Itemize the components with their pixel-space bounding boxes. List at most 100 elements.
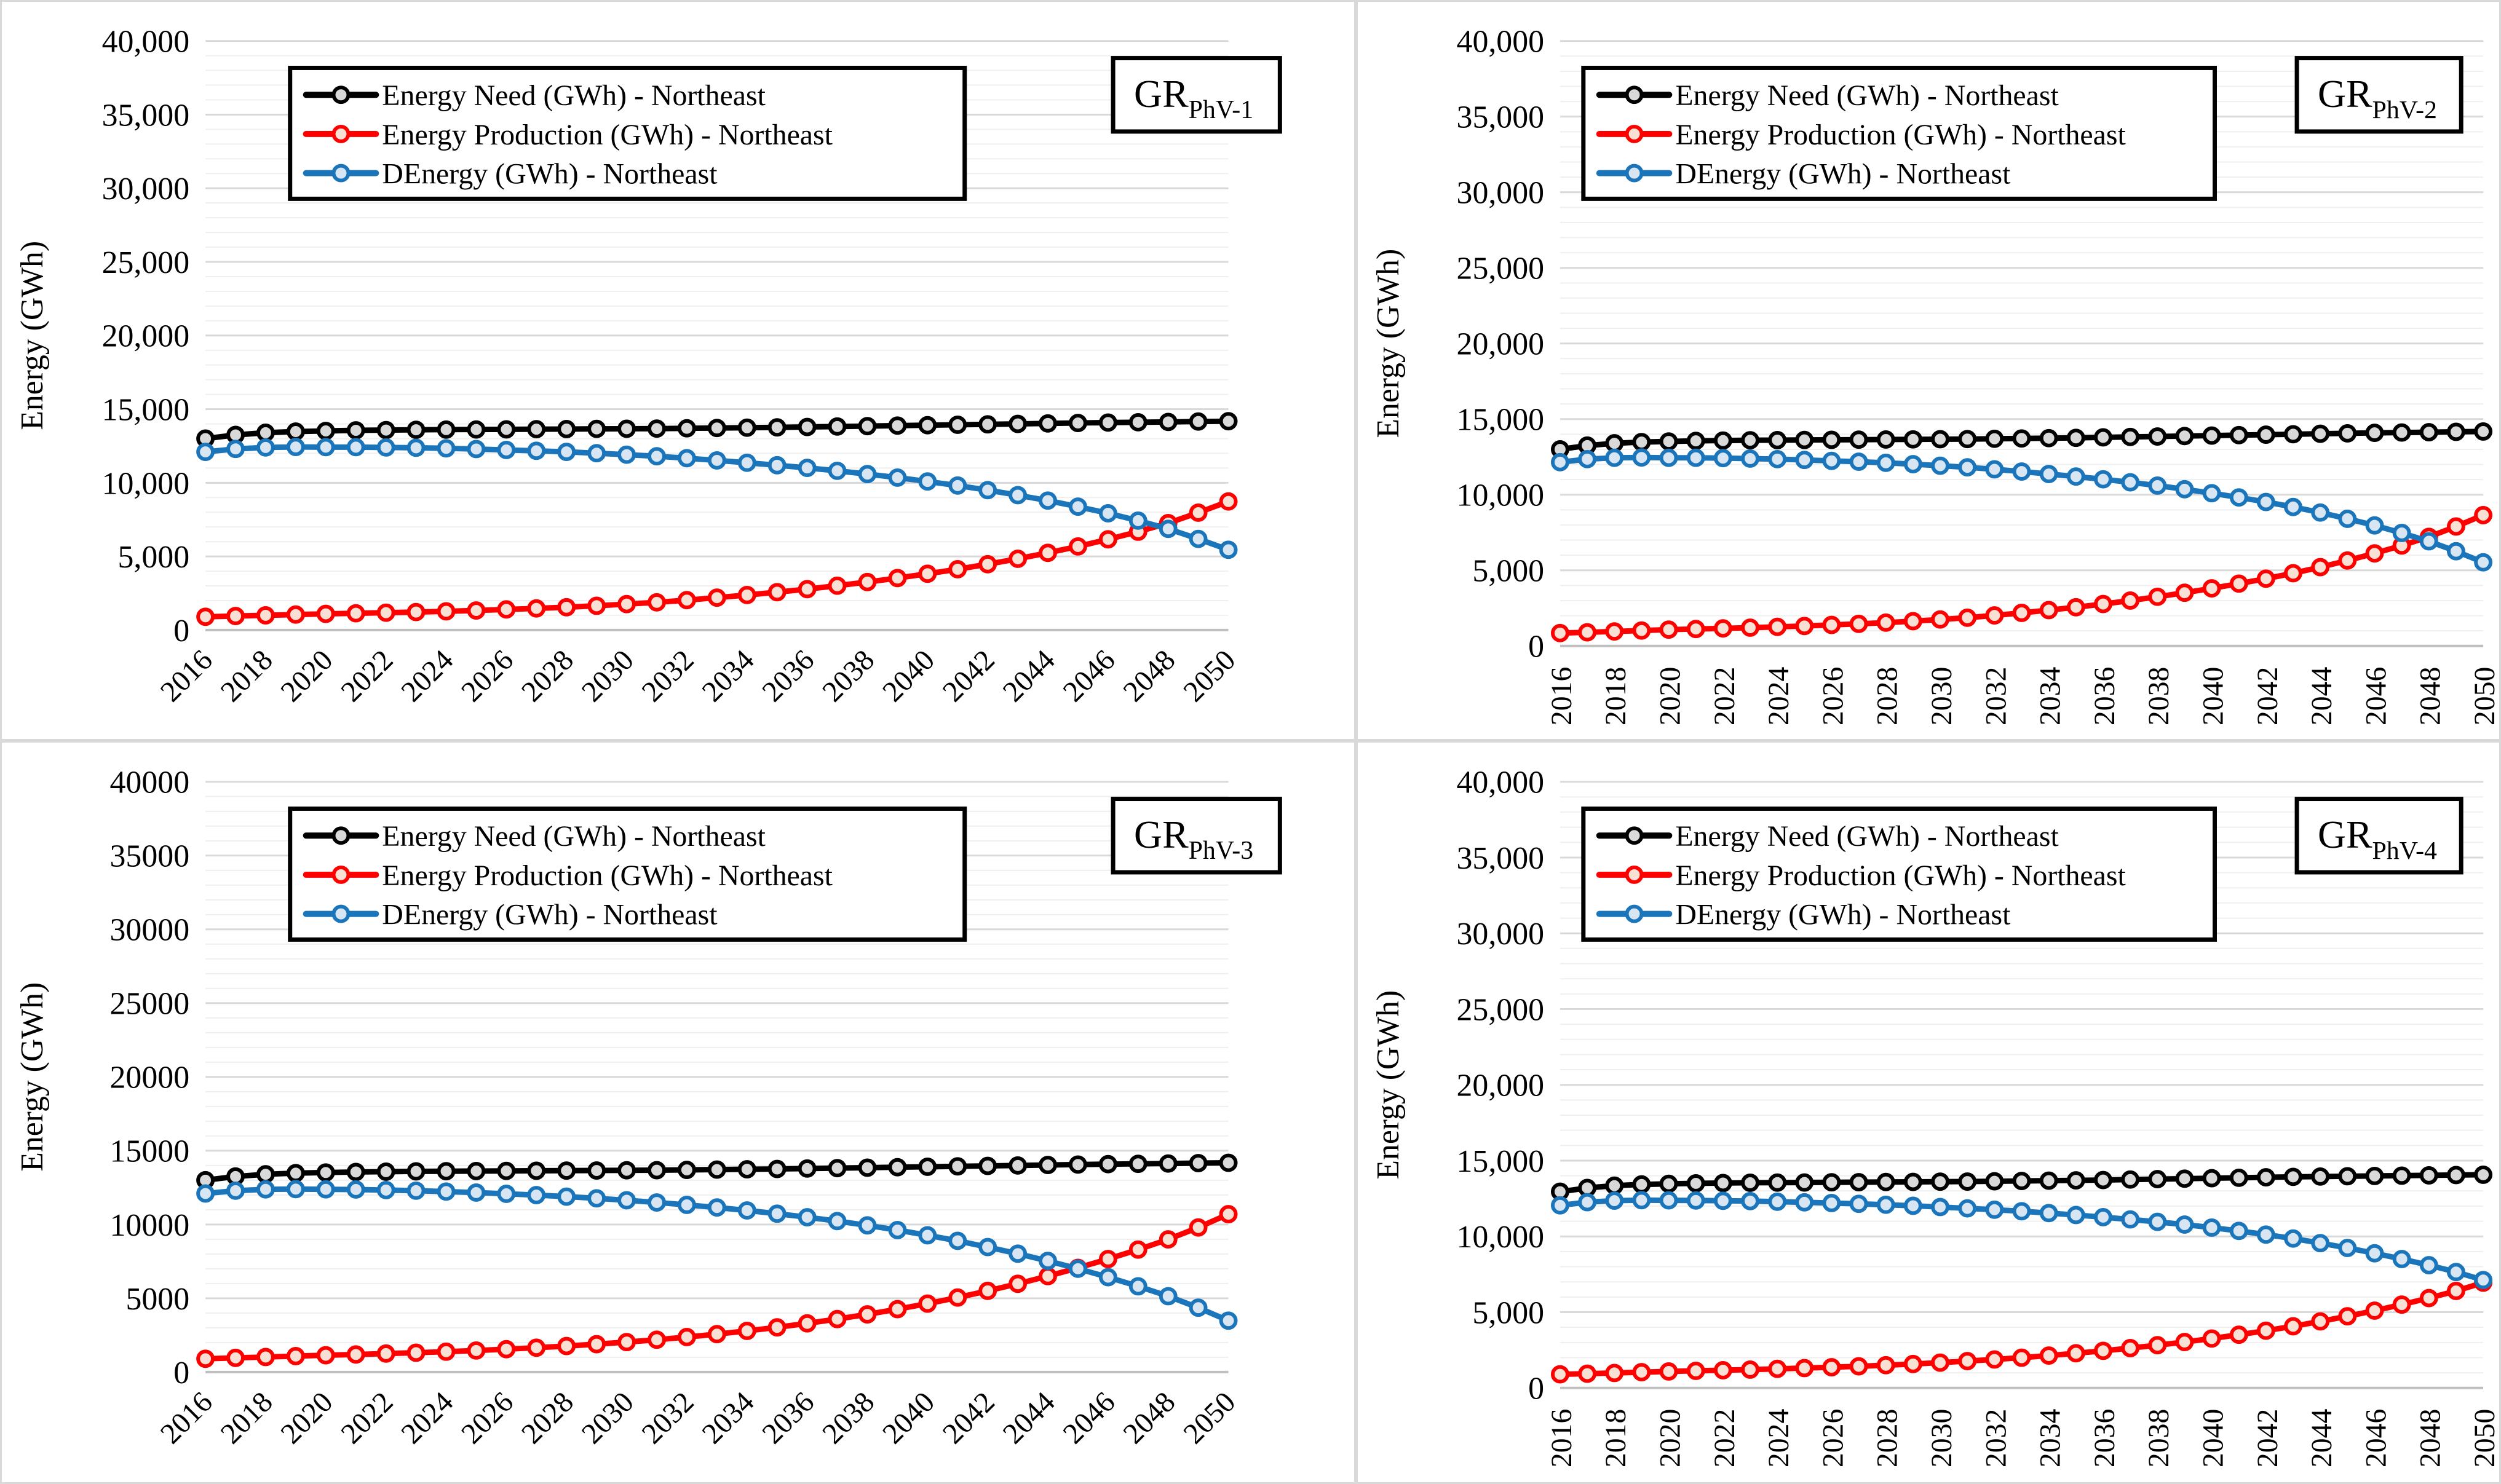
marker-denergy bbox=[617, 445, 636, 464]
marker-denergy bbox=[1189, 529, 1208, 548]
marker-denergy bbox=[1686, 1191, 1705, 1210]
marker-denergy bbox=[888, 1221, 907, 1239]
marker-production bbox=[2094, 1341, 2112, 1360]
marker-production bbox=[2202, 1329, 2221, 1348]
x-tick-label: 2034 bbox=[696, 644, 760, 708]
marker-need bbox=[767, 418, 787, 437]
marker-production bbox=[1632, 1363, 1651, 1382]
marker-production bbox=[557, 598, 576, 617]
x-tick-label: 2030 bbox=[1925, 1409, 1958, 1468]
legend-label-need: Energy Need (GWh) - Northeast bbox=[1675, 820, 2058, 853]
marker-denergy bbox=[256, 438, 275, 457]
marker-production bbox=[1632, 621, 1651, 640]
marker-need bbox=[1985, 1172, 2004, 1191]
x-tick-label: 2040 bbox=[876, 1386, 941, 1450]
marker-need bbox=[587, 1161, 606, 1180]
marker-denergy bbox=[1068, 1259, 1087, 1278]
marker-production bbox=[2284, 1317, 2302, 1336]
marker-production bbox=[1931, 1353, 1949, 1372]
marker-need bbox=[2474, 422, 2493, 441]
series-need bbox=[1550, 1165, 2493, 1201]
x-tick-label: 2050 bbox=[2468, 667, 2499, 726]
marker-denergy bbox=[2256, 1225, 2275, 1244]
series-production bbox=[196, 1205, 1238, 1368]
marker-denergy bbox=[1741, 449, 1759, 468]
x-tick-label: 2044 bbox=[2305, 1408, 2338, 1467]
marker-production bbox=[737, 1322, 756, 1340]
marker-production bbox=[587, 596, 606, 615]
series-need bbox=[196, 1153, 1238, 1190]
marker-need bbox=[1822, 1173, 1841, 1192]
marker-denergy bbox=[1795, 1193, 1814, 1212]
legend-swatch-marker-need bbox=[331, 826, 351, 845]
marker-denergy bbox=[1009, 486, 1028, 505]
x-tick-label: 2020 bbox=[1654, 1409, 1686, 1468]
legend: Energy Need (GWh) - Northeast Energy Prod… bbox=[1581, 806, 2217, 942]
marker-need bbox=[527, 420, 546, 439]
marker-need bbox=[2094, 1170, 2112, 1190]
marker-need bbox=[828, 1159, 847, 1178]
x-tick-label: 2018 bbox=[1599, 667, 1632, 726]
x-tick-label: 2046 bbox=[1056, 644, 1121, 708]
marker-denergy bbox=[226, 440, 245, 459]
marker-need bbox=[2338, 1167, 2357, 1186]
marker-need bbox=[858, 1158, 877, 1177]
marker-denergy bbox=[2148, 476, 2167, 495]
y-tick-label: 0 bbox=[1528, 630, 1544, 665]
marker-need bbox=[557, 419, 576, 438]
marker-need bbox=[707, 419, 726, 438]
x-tick-label: 2018 bbox=[1599, 1409, 1632, 1468]
legend-box bbox=[288, 65, 967, 201]
marker-need bbox=[888, 416, 907, 435]
marker-denergy bbox=[316, 1180, 335, 1199]
marker-need bbox=[2039, 428, 2058, 448]
marker-need bbox=[1931, 1172, 1949, 1191]
marker-production bbox=[2229, 1325, 2248, 1344]
marker-need bbox=[1009, 414, 1028, 433]
marker-denergy bbox=[2175, 1215, 2194, 1234]
marker-need bbox=[2202, 426, 2221, 445]
marker-production bbox=[1713, 619, 1732, 638]
x-tick-label: 2036 bbox=[756, 644, 820, 708]
marker-denergy bbox=[888, 468, 907, 487]
gridlines-major bbox=[205, 40, 1229, 558]
chart-grphv-4: 0 5,000 10,000 15,000 20,000 25,000 30,000 35,0… bbox=[1371, 765, 2499, 1468]
marker-production bbox=[286, 605, 305, 624]
marker-denergy bbox=[737, 453, 756, 472]
marker-production bbox=[918, 1294, 937, 1313]
legend-swatch-marker-production bbox=[331, 124, 351, 143]
x-tick-label: 2038 bbox=[816, 1386, 881, 1450]
marker-need bbox=[1159, 412, 1178, 432]
marker-denergy bbox=[1009, 1244, 1028, 1263]
legend-label-production: Energy Production (GWh) - Northeast bbox=[382, 859, 833, 892]
y-tick-label: 5,000 bbox=[1472, 1295, 1544, 1330]
marker-production bbox=[2175, 1333, 2194, 1351]
x-tick-label: 2038 bbox=[2142, 667, 2175, 726]
marker-production bbox=[226, 1348, 245, 1367]
marker-denergy bbox=[1632, 1191, 1651, 1210]
marker-need bbox=[1632, 433, 1651, 452]
marker-denergy bbox=[1985, 460, 2004, 479]
panel-label-subscript: PhV-2 bbox=[2372, 96, 2437, 124]
x-tick-label: 2034 bbox=[696, 1386, 760, 1450]
marker-need bbox=[437, 1162, 456, 1181]
marker-need bbox=[1009, 1156, 1028, 1175]
legend-item-production: Energy Production (GWh) - Northeast bbox=[303, 859, 833, 892]
y-tick-label: 40,000 bbox=[102, 25, 190, 60]
marker-production bbox=[437, 1342, 456, 1361]
x-tick-label: 2028 bbox=[515, 644, 580, 708]
marker-denergy bbox=[1038, 491, 1057, 510]
legend-item-denergy: DEnergy (GWh) - Northeast bbox=[1596, 158, 2010, 191]
x-tick-label: 2042 bbox=[937, 644, 1001, 708]
marker-need bbox=[1068, 414, 1087, 432]
marker-need bbox=[346, 1162, 365, 1182]
marker-need bbox=[2039, 1171, 2058, 1190]
marker-need bbox=[918, 416, 937, 435]
marker-denergy bbox=[2066, 467, 2085, 486]
marker-need bbox=[1098, 413, 1117, 432]
series-denergy bbox=[1550, 448, 2493, 572]
marker-production bbox=[1903, 612, 1922, 631]
marker-production bbox=[316, 604, 335, 623]
legend-swatch-marker-production bbox=[1625, 124, 1644, 143]
